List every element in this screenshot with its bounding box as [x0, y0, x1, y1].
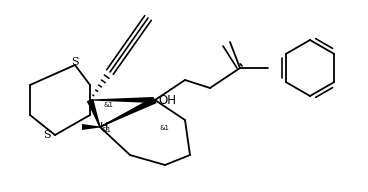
- Polygon shape: [90, 97, 153, 103]
- Text: S: S: [71, 57, 79, 67]
- Polygon shape: [87, 99, 100, 127]
- Text: OH: OH: [158, 94, 176, 107]
- Text: S: S: [43, 130, 51, 140]
- Text: H: H: [100, 122, 108, 132]
- Text: &1: &1: [160, 125, 170, 131]
- Text: &1: &1: [102, 127, 112, 133]
- Text: &1: &1: [104, 102, 114, 108]
- Polygon shape: [100, 97, 156, 127]
- Polygon shape: [82, 124, 100, 130]
